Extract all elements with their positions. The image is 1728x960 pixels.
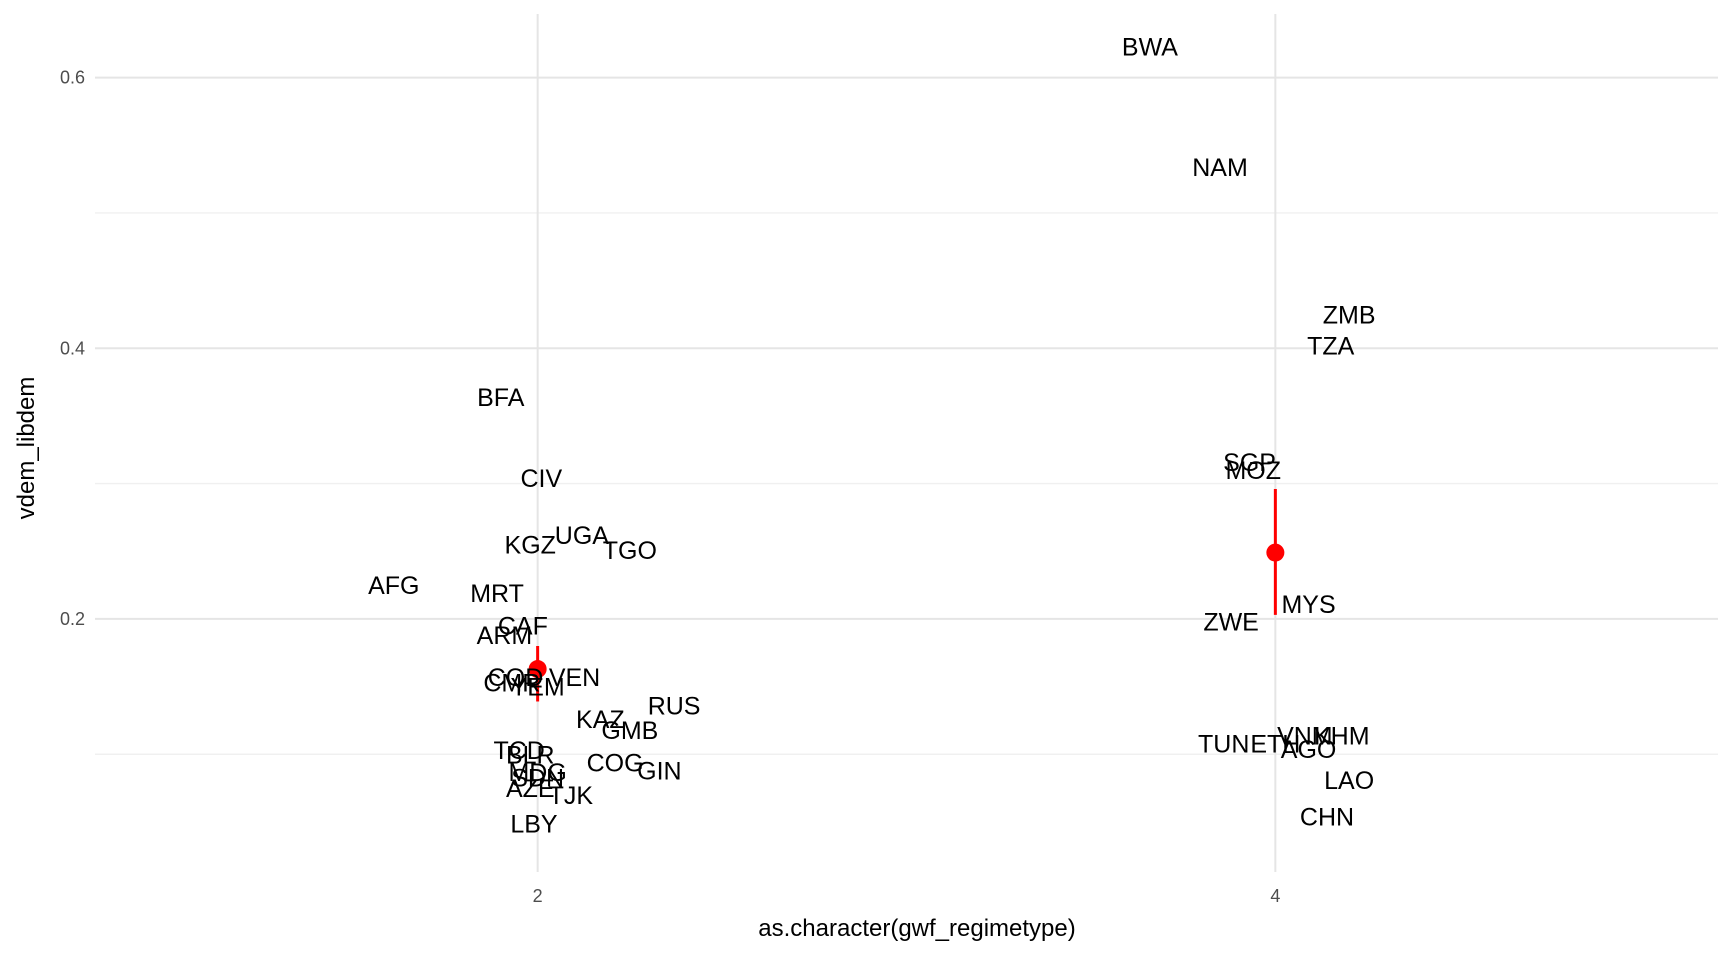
point-label: MOZ xyxy=(1225,457,1281,485)
point-label: KGZ xyxy=(505,531,556,559)
point-label: ZWE xyxy=(1203,609,1259,637)
point-label: TUN xyxy=(1198,730,1249,758)
point-label: LBY xyxy=(510,810,558,838)
point-label: AZE xyxy=(506,775,555,803)
y-tick-label: 0.4 xyxy=(60,338,85,358)
y-tick-label: 0.2 xyxy=(60,609,85,629)
summary-mean-point xyxy=(528,660,547,679)
point-label: LAO xyxy=(1324,767,1374,795)
point-label: ARM xyxy=(477,622,533,650)
point-label: BLR xyxy=(506,741,555,769)
point-label: CAF xyxy=(498,613,548,641)
x-tick-label: 2 xyxy=(533,886,543,906)
y-axis-title: vdem_libdem xyxy=(13,377,40,520)
point-label: VNM xyxy=(1277,722,1333,750)
point-label: ETH xyxy=(1250,730,1300,758)
point-label: RUS xyxy=(648,693,701,721)
point-label: UGA xyxy=(555,522,610,550)
point-label: GMB xyxy=(601,717,658,745)
tick-labels-layer: 0.2 0.4 0.6 2 4 xyxy=(60,68,1280,906)
point-label: CIV xyxy=(520,465,562,493)
point-label: CHN xyxy=(1300,804,1354,832)
point-label: TZA xyxy=(1307,333,1355,361)
point-label: BWA xyxy=(1122,33,1178,61)
point-label: COD xyxy=(488,664,544,692)
point-label: TCD xyxy=(493,737,544,765)
point-label: BFA xyxy=(477,384,525,412)
point-label: KHM xyxy=(1314,722,1370,750)
point-label: AGO xyxy=(1281,736,1337,764)
point-label: TGO xyxy=(603,537,657,565)
point-label: AFG xyxy=(368,572,419,600)
point-label: TJK xyxy=(549,782,594,810)
point-label: CMR xyxy=(483,670,540,698)
point-label: SDN xyxy=(511,764,564,792)
point-label: GIN xyxy=(637,758,681,786)
point-label: VEN xyxy=(549,664,600,692)
summary-layer xyxy=(528,489,1285,702)
x-axis-title: as.character(gwf_regimetype) xyxy=(758,915,1075,942)
summary-mean-point xyxy=(1266,543,1285,562)
point-label: MYS xyxy=(1281,591,1335,619)
x-tick-label: 4 xyxy=(1270,886,1280,906)
grid-lines xyxy=(95,14,1718,872)
point-label: MRT xyxy=(470,580,524,608)
y-tick-label: 0.6 xyxy=(60,68,85,88)
point-label: COG xyxy=(587,749,644,777)
point-label: NAM xyxy=(1192,154,1248,182)
point-label: KAZ xyxy=(576,706,625,734)
point-label: YEM xyxy=(511,674,565,702)
point-label: MDG xyxy=(508,759,566,787)
point-label: SGP xyxy=(1223,449,1276,477)
point-label: ZMB xyxy=(1323,301,1376,329)
